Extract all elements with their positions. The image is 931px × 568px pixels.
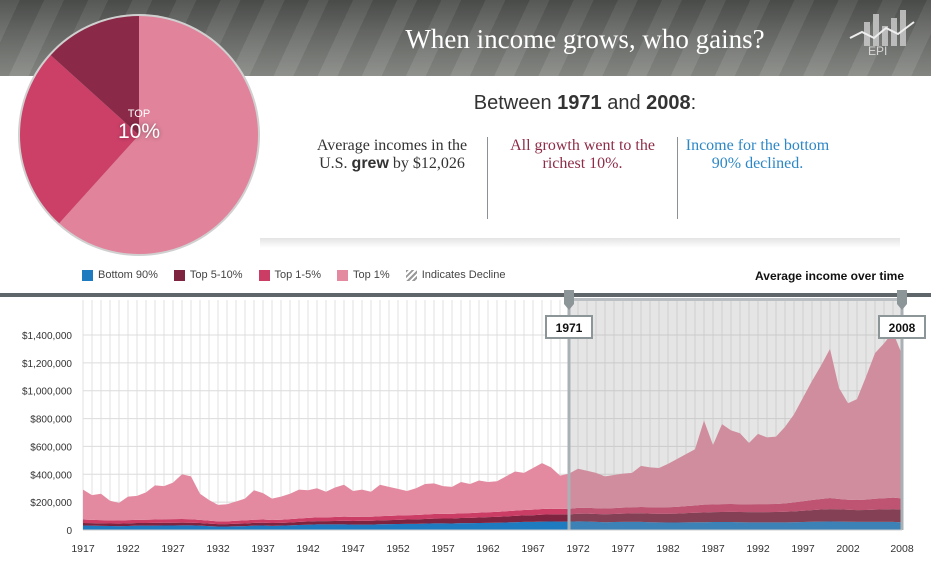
x-tick-label: 1977 [611,543,635,555]
legend-swatch [173,269,185,281]
heading-text: and [601,92,647,114]
heading-year-start: 1971 [557,92,602,114]
legend-item-top1: Top 1% [337,269,390,281]
x-tick-label: 1962 [476,543,500,555]
x-tick-label: 2008 [890,543,914,555]
timeline-bar [0,293,931,297]
area-series-bottom-90- [83,521,902,530]
y-tick-label: $200,000 [30,498,72,509]
period-heading: Between 1971 and 2008: [400,92,770,115]
legend-swatch [258,269,270,281]
legend-label: Bottom 90% [98,269,158,281]
pie-slice-2 [50,16,140,135]
x-tick-label: 1917 [71,543,95,555]
legend-label: Indicates Decline [421,269,506,281]
summary-text: Average incomes in the U.S. [316,137,468,172]
summary-bold: grew [351,155,389,172]
y-tick-label: $1,200,000 [22,359,72,370]
y-tick-label: $600,000 [30,442,72,453]
x-tick-label: 1947 [341,543,365,555]
area-series-top-5-10- [83,509,902,527]
highlight-range [569,298,902,530]
heading-year-end: 2008 [646,92,691,114]
income-area-chart: 0 $200,000 $400,000 $600,000 $800,000 $1,000,… [0,290,931,555]
y-tick-label: $800,000 [30,415,72,426]
x-tick-label: 1957 [431,543,455,555]
y-tick-label: 0 [66,526,72,537]
x-tick-label: 1982 [656,543,680,555]
legend-label: Top 1% [353,269,390,281]
summary-text: by $12,026 [388,155,465,172]
legend-item-decline: Indicates Decline [405,269,506,281]
x-tick-label: 1987 [701,543,725,555]
x-tick-label: 1927 [161,543,185,555]
x-tick-label: 1972 [566,543,590,555]
summary-bottom90: Income for the bottom 90% declined. [685,137,830,172]
range-start-label: 1971 [556,321,583,335]
pie-label-percent: 10% [117,120,161,143]
x-tick-label: 1932 [206,543,230,555]
x-tick-label: 1922 [116,543,140,555]
y-tick-label: $1,400,000 [22,331,72,342]
highlight-top-edge [569,298,902,301]
heading-text: : [690,92,697,114]
area-series-top-1-5- [83,497,902,525]
x-tick-label: 1992 [746,543,770,555]
range-end-label: 2008 [889,321,916,335]
hatch-icon [405,269,417,281]
y-tick-label: $400,000 [30,470,72,481]
section-shadow [260,238,900,248]
x-tick-label: 1952 [386,543,410,555]
epi-logo-icon [849,10,915,46]
range-start-handle[interactable] [564,290,574,310]
area-series-top-1- [83,332,902,522]
legend-item-bottom90: Bottom 90% [82,269,158,281]
legend-item-top1-5: Top 1-5% [258,269,321,281]
x-tick-label: 1937 [251,543,275,555]
logo-text: EPI [868,44,888,58]
divider [677,137,678,219]
x-tick-label: 1942 [296,543,320,555]
income-share-pie [18,14,260,256]
legend-item-top5-10: Top 5-10% [173,269,243,281]
summary-top10: All growth went to the richest 10%. [510,137,655,172]
range-end-handle[interactable] [897,290,907,310]
chart-legend: Bottom 90% Top 5-10% Top 1-5% Top 1% Ind… [82,269,505,281]
summary-growth: Average incomes in the U.S. grew by $12,… [312,137,472,173]
legend-label: Top 1-5% [274,269,321,281]
x-tick-label: 2002 [836,543,860,555]
legend-swatch [82,269,93,281]
x-tick-label: 1967 [521,543,545,555]
x-tick-label: 1997 [791,543,815,555]
legend-swatch [337,269,348,281]
legend-label: Top 5-10% [189,269,243,281]
page-title: When income grows, who gains? [405,24,765,54]
range-start-label-box [545,315,593,339]
pie-slice-1 [20,55,140,224]
y-tick-label: $1,000,000 [22,387,72,398]
pie-slice-0 [59,16,258,254]
chart-title: Average income over time [755,269,904,283]
range-end-label-box [878,315,926,339]
divider [487,137,488,219]
heading-text: Between [473,92,558,114]
pie-label-top: TOP [127,108,151,120]
